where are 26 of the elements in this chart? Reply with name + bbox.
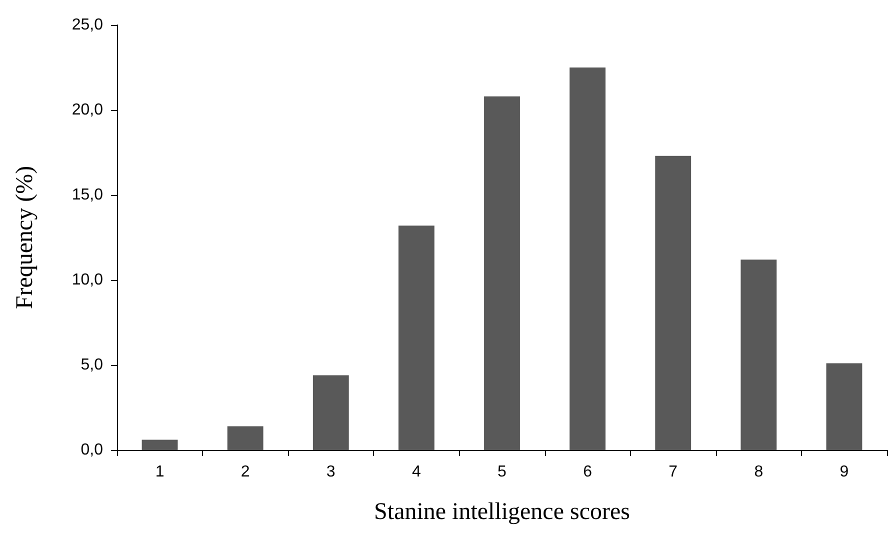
x-tick-label: 9 [840, 464, 849, 480]
x-tick-label: 6 [583, 464, 592, 480]
y-axis-title: Frequency (%) [12, 166, 38, 310]
y-tick-label: 10,0 [72, 272, 104, 288]
bar [655, 156, 692, 450]
bar [740, 260, 777, 450]
bar [484, 96, 520, 450]
y-tick-label: 20,0 [72, 102, 104, 118]
bar [142, 440, 178, 450]
y-tick-label: 0,0 [80, 442, 104, 458]
x-tick-label: 4 [412, 464, 421, 480]
x-tick-label: 1 [155, 464, 164, 480]
bar [312, 375, 349, 450]
bar [570, 68, 606, 450]
bar [826, 363, 862, 450]
x-axis-title: Stanine intelligence scores [374, 499, 630, 525]
y-tick-label: 15,0 [72, 186, 104, 204]
y-tick-label: 25,0 [72, 16, 104, 34]
bar [227, 426, 264, 450]
y-tick-label: 5,0 [80, 356, 104, 374]
x-tick-label: 7 [668, 464, 678, 480]
x-tick-label: 5 [498, 464, 507, 480]
x-tick-label: 8 [754, 464, 764, 480]
x-tick-label: 3 [326, 464, 336, 480]
x-tick-label: 2 [240, 464, 250, 480]
bar [398, 226, 434, 450]
